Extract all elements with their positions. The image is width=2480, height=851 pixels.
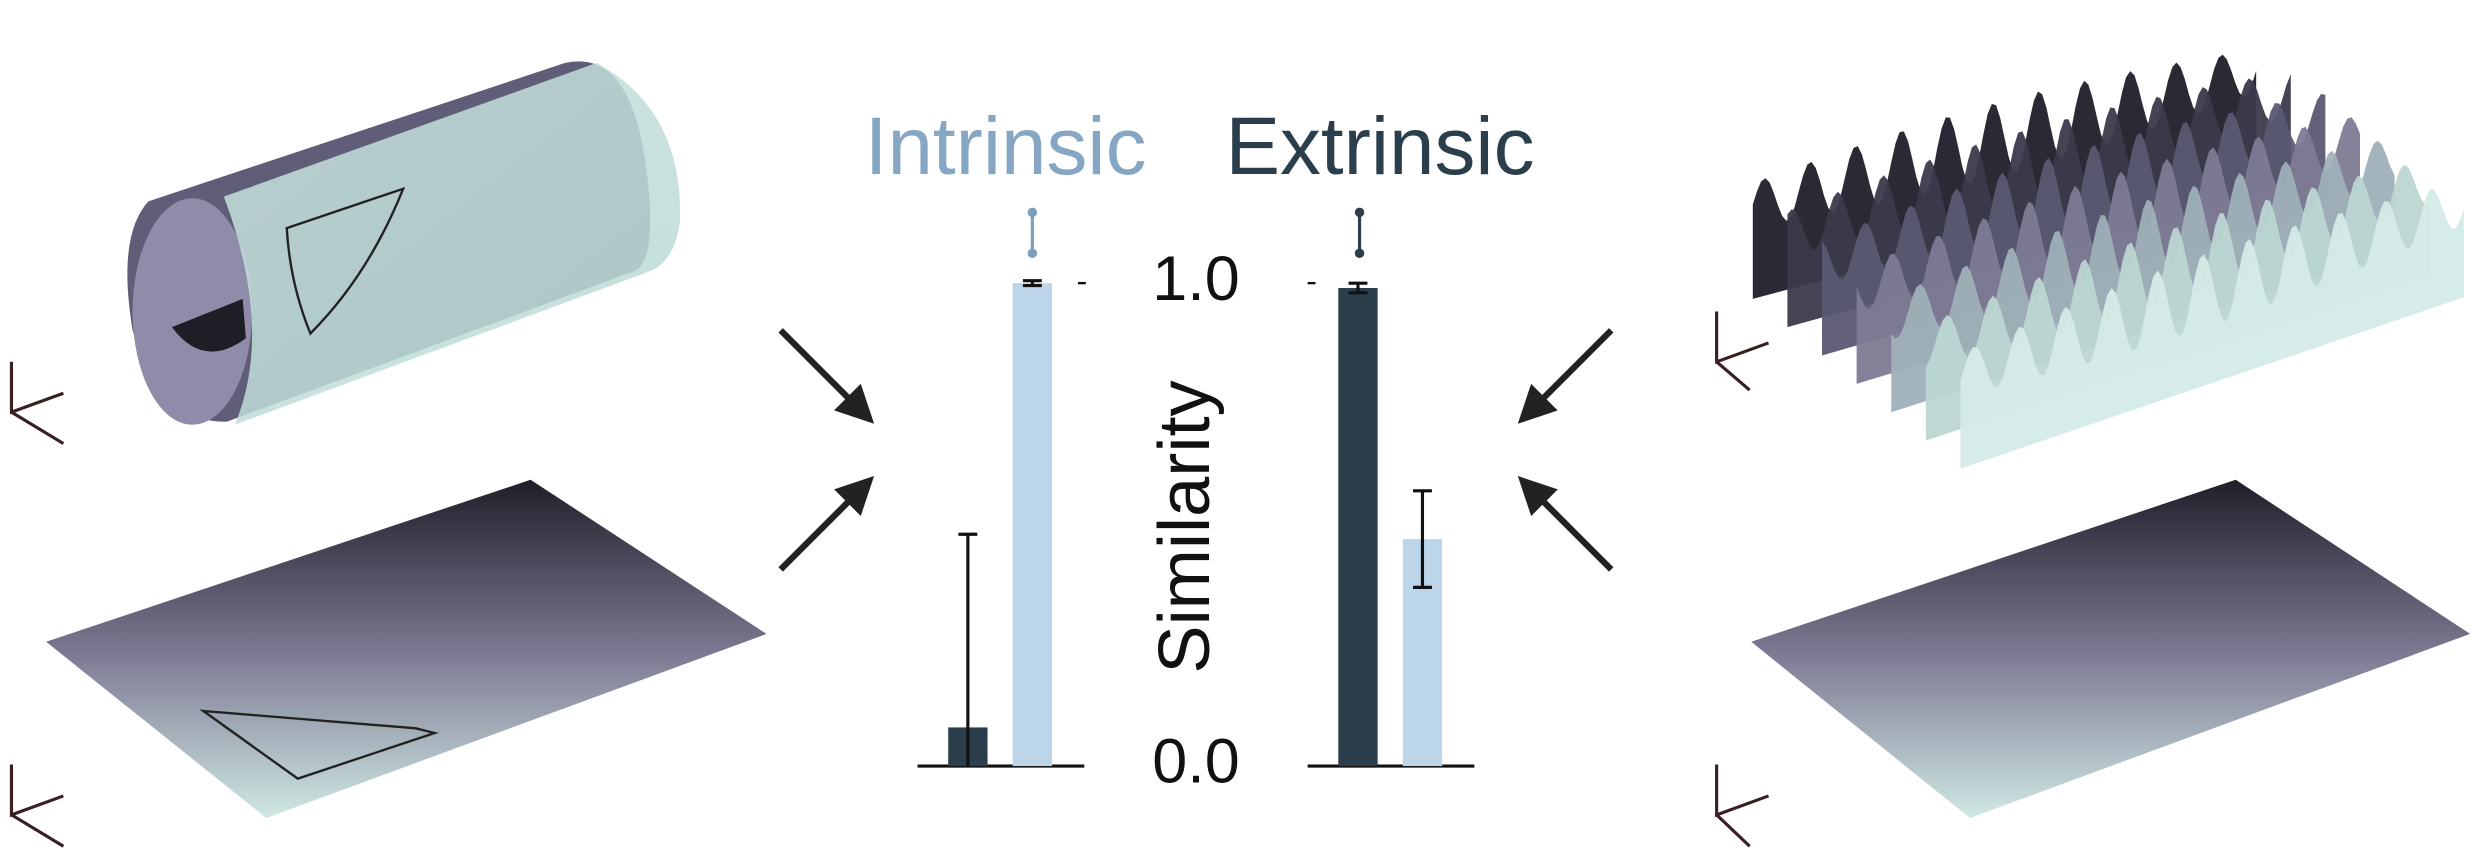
cylinder-end: [132, 198, 253, 425]
error-bar: [958, 532, 978, 767]
pin: [1354, 248, 1365, 258]
axes-icon: [9, 764, 65, 848]
error-bar: [1348, 281, 1368, 295]
plane: [1751, 479, 2471, 818]
axes-icon: [1715, 311, 1770, 392]
wave-surface: [1960, 189, 2464, 469]
plane: [46, 479, 767, 818]
pin: [1027, 207, 1038, 218]
axes-icon: [1715, 764, 1770, 848]
bar: [1012, 283, 1053, 767]
axes-icon: [9, 361, 65, 445]
sheet: [223, 62, 681, 425]
legend-label: Extrinsic: [1225, 101, 1534, 192]
pin: [1354, 207, 1365, 218]
y-axis-label: Similarity: [1145, 379, 1225, 673]
arrow: [778, 476, 875, 572]
triangle: [285, 186, 406, 336]
arrow: [1517, 476, 1614, 572]
bar: [1338, 287, 1378, 767]
legend-label: Intrinsic: [865, 101, 1147, 192]
arrow: [1517, 328, 1614, 424]
illustration: [9, 54, 2471, 848]
error-bar: [1022, 279, 1042, 288]
y-tick-label: 1.0: [1152, 244, 1239, 314]
y-tick-label: 0.0: [1152, 727, 1239, 797]
triangle: [199, 709, 439, 780]
arrow: [778, 328, 875, 424]
cylinder-hole: [171, 298, 246, 352]
error-bar: [1413, 489, 1432, 589]
pin: [1027, 248, 1038, 258]
